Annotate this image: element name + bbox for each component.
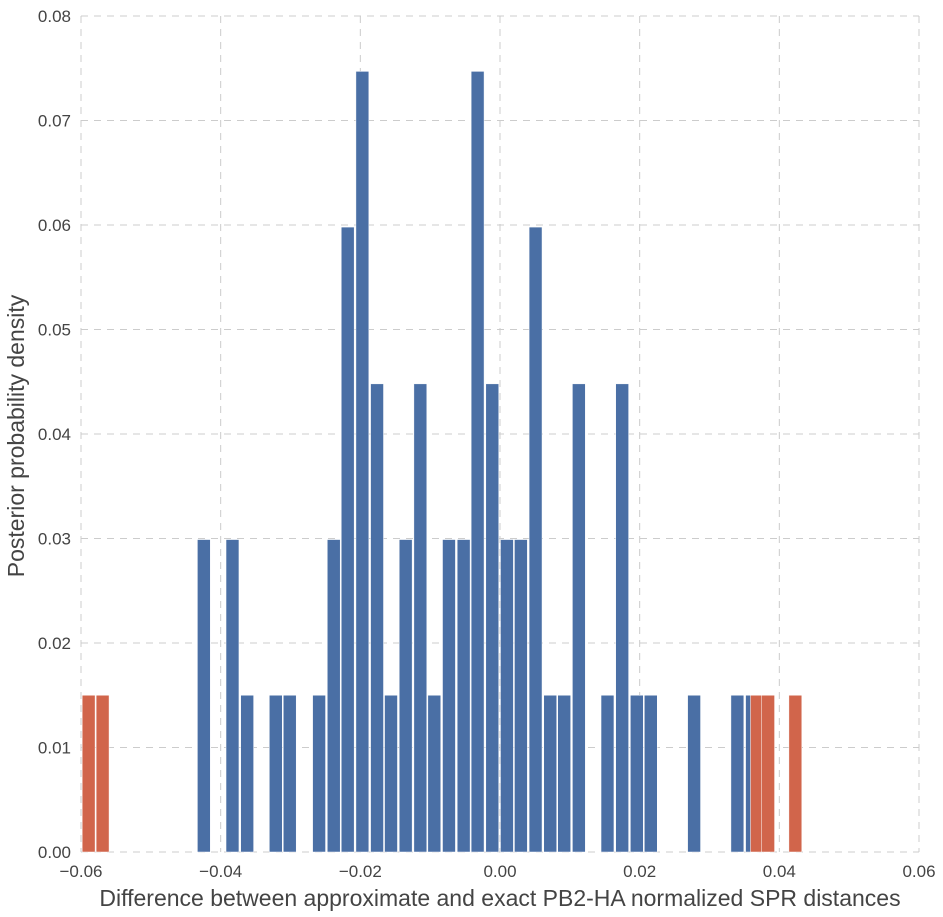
x-tick-label: 0.00 [483, 862, 516, 881]
bar [528, 226, 543, 853]
bar [514, 539, 528, 853]
y-tick-label: 0.04 [38, 425, 71, 444]
highlight-bar [761, 695, 775, 853]
highlight-bar [788, 695, 803, 853]
y-tick-label: 0.07 [38, 112, 71, 131]
bar [644, 695, 658, 853]
y-axis-ticks: 0.00 0.01 0.02 0.03 0.04 0.05 0.06 0.07 0.08 [38, 7, 71, 862]
highlight-bar [95, 695, 110, 853]
bar [225, 539, 240, 853]
x-tick-label: −0.02 [339, 862, 382, 881]
bar [398, 539, 413, 853]
bar [312, 695, 326, 853]
x-tick-label: 0.02 [623, 862, 656, 881]
highlight-bar [81, 695, 96, 853]
y-tick-label: 0.01 [38, 739, 71, 758]
bar [470, 71, 485, 853]
bar [269, 695, 283, 853]
y-tick-label: 0.05 [38, 321, 71, 340]
bar [384, 695, 398, 853]
x-tick-label: −0.06 [59, 862, 102, 881]
bar [485, 383, 499, 853]
bar [442, 539, 456, 853]
y-tick-label: 0.00 [38, 843, 71, 862]
bar [456, 539, 471, 853]
bar [355, 71, 370, 853]
bar [197, 539, 211, 853]
bar [240, 695, 254, 853]
bar [687, 695, 701, 853]
bar [413, 383, 428, 853]
bar [427, 695, 442, 853]
bar [572, 383, 586, 853]
x-tick-label: 0.04 [763, 862, 796, 881]
bar [600, 695, 615, 853]
bar [543, 695, 557, 853]
bar [615, 383, 629, 853]
x-axis-label: Difference between approximate and exact… [99, 885, 900, 911]
x-tick-label: 0.06 [902, 862, 935, 881]
histogram-bars [81, 71, 803, 853]
y-tick-label: 0.08 [38, 7, 71, 26]
y-tick-label: 0.06 [38, 216, 71, 235]
bar [557, 695, 571, 853]
y-tick-label: 0.02 [38, 634, 71, 653]
bar [283, 695, 297, 853]
bar [500, 539, 514, 853]
x-tick-label: −0.04 [199, 862, 242, 881]
bar [630, 695, 644, 853]
y-axis-label: Posterior probability density [3, 294, 29, 577]
bar [370, 383, 384, 853]
x-axis-ticks: −0.06 −0.04 −0.02 0.00 0.02 0.04 0.06 [59, 862, 935, 881]
bar [327, 539, 341, 853]
bar [730, 695, 745, 853]
y-tick-label: 0.03 [38, 530, 71, 549]
bar [341, 226, 355, 853]
